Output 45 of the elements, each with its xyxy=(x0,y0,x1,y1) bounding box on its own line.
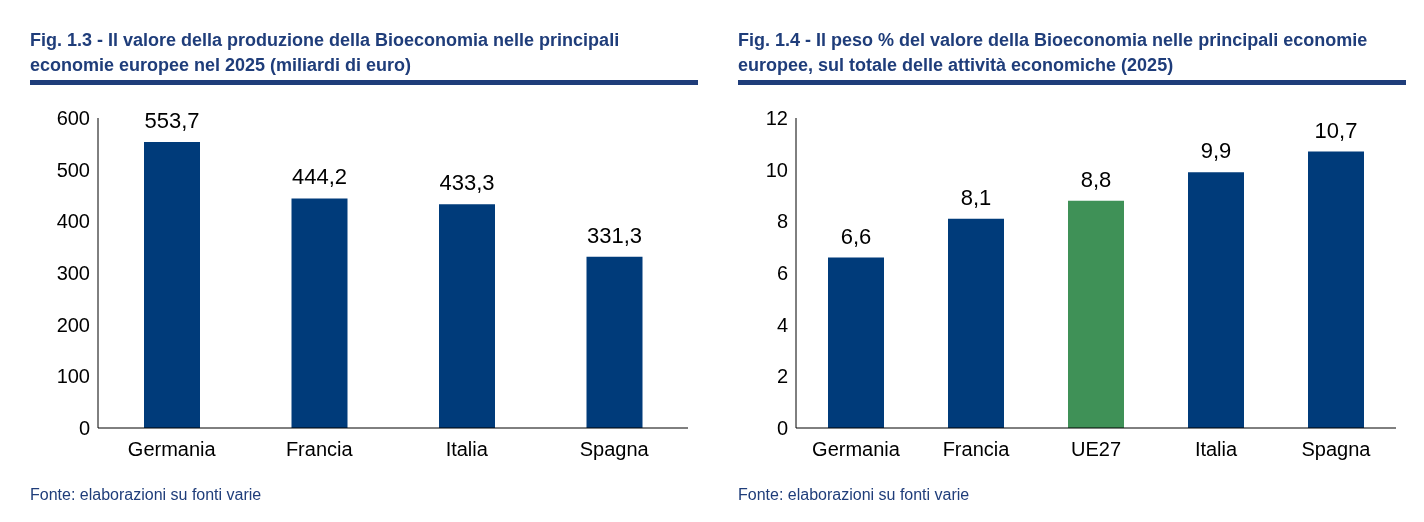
y-tick-label: 600 xyxy=(56,107,90,130)
y-tick-label: 100 xyxy=(56,365,90,388)
bar xyxy=(828,257,884,428)
y-tick-label: 400 xyxy=(56,210,90,233)
bar xyxy=(439,204,495,428)
x-tick-label: Spagna xyxy=(1301,438,1372,461)
bar xyxy=(1188,172,1244,428)
bar xyxy=(1308,151,1364,428)
chart-title: Fig. 1.4 - Il peso % del valore della Bioeconomia nelle principali economie europee, sul totale delle attività economiche (2025) xyxy=(738,29,1369,77)
y-tick-label: 0 xyxy=(776,417,788,440)
x-tick-label: Italia xyxy=(1194,438,1238,461)
x-tick-label: Germania xyxy=(812,438,901,461)
source-note: Fonte: elaborazioni su fonti varie xyxy=(30,486,262,504)
y-tick-label: 200 xyxy=(56,313,90,336)
bar xyxy=(948,218,1004,428)
bar xyxy=(291,198,348,428)
data-label: 444,2 xyxy=(291,164,348,190)
bar xyxy=(586,256,643,428)
data-label: 8,8 xyxy=(1080,166,1112,192)
data-label: 331,3 xyxy=(586,222,643,248)
chart-title: Fig. 1.3 - Il valore della produzione della Bioeconomia nelle principali economie europee nel 2025 (miliardi di euro) xyxy=(30,29,621,77)
x-tick-label: Francia xyxy=(285,438,354,461)
y-tick-label: 300 xyxy=(56,262,90,285)
bar xyxy=(1068,200,1124,428)
y-tick-label: 12 xyxy=(765,107,788,130)
data-label: 433,3 xyxy=(439,170,495,196)
data-label: 6,6 xyxy=(840,223,872,249)
y-tick-label: 0 xyxy=(78,417,90,440)
data-label: 553,7 xyxy=(144,107,200,133)
x-tick-label: Francia xyxy=(942,438,1011,461)
y-tick-label: 500 xyxy=(56,158,90,181)
y-tick-label: 2 xyxy=(776,365,788,388)
data-label: 8,1 xyxy=(960,184,992,210)
y-tick-label: 4 xyxy=(776,313,788,336)
data-label: 10,7 xyxy=(1314,117,1358,143)
source-note: Fonte: elaborazioni su fonti varie xyxy=(738,486,970,504)
x-tick-label: Spagna xyxy=(579,438,650,461)
y-tick-label: 8 xyxy=(776,210,788,233)
x-tick-label: UE27 xyxy=(1070,438,1122,461)
y-tick-label: 10 xyxy=(765,158,788,181)
x-tick-label: Germania xyxy=(127,438,217,461)
bar xyxy=(144,141,200,428)
y-tick-label: 6 xyxy=(776,262,788,285)
data-label: 9,9 xyxy=(1200,138,1232,164)
x-tick-label: Italia xyxy=(445,438,489,461)
